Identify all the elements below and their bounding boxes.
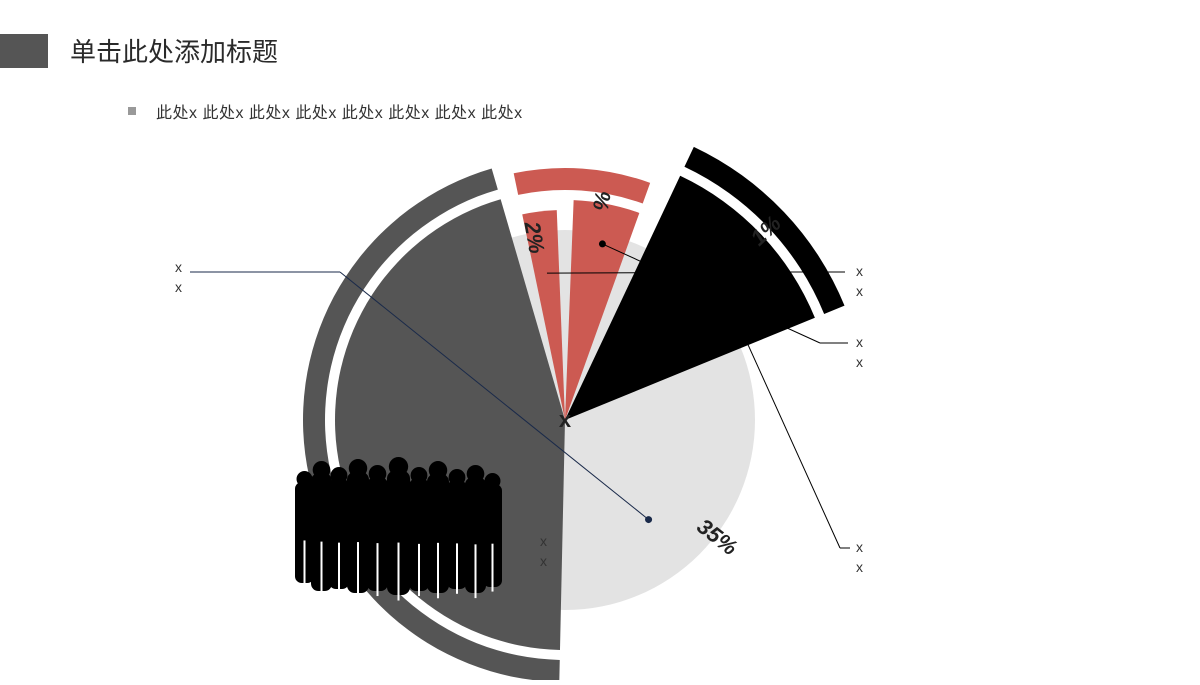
anno-center: xx (540, 532, 547, 571)
anno-r3: xx (856, 538, 863, 577)
chart-svg: 35%2%%1% (0, 0, 1200, 680)
people-silhouette-icon (287, 457, 511, 607)
anno-r2: xx (856, 333, 863, 372)
anno-r1: xx (856, 262, 863, 301)
slice-red-ring (514, 168, 650, 204)
anno-left: xx (175, 258, 182, 297)
chart-center-label: x (559, 407, 571, 433)
radial-chart: 35%2%%1% x xx xx xx xx xx (0, 0, 1200, 680)
